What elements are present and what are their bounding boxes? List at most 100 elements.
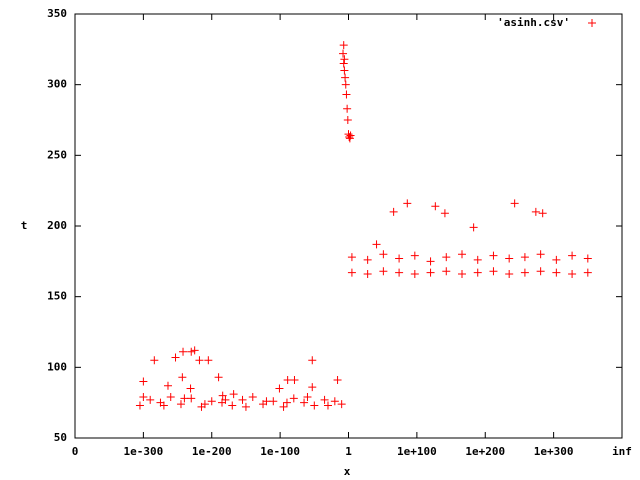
point	[241, 402, 250, 411]
point	[442, 253, 451, 262]
point	[583, 268, 592, 277]
point	[379, 267, 388, 276]
point	[341, 73, 350, 82]
y-tick-label: 150	[47, 290, 67, 303]
point	[221, 395, 230, 404]
x-tick-label: 1e+100	[397, 445, 437, 458]
point	[282, 398, 291, 407]
point	[290, 376, 299, 385]
point	[489, 267, 498, 276]
y-tick-label: 200	[47, 219, 67, 232]
point	[347, 253, 356, 262]
x-tick-label: inf	[612, 445, 632, 458]
point	[395, 268, 404, 277]
point	[187, 347, 196, 356]
point	[520, 268, 529, 277]
point	[139, 377, 148, 386]
point	[340, 55, 349, 64]
point	[146, 395, 155, 404]
point	[372, 240, 381, 249]
point	[552, 268, 561, 277]
point	[229, 390, 238, 399]
x-tick-label: 1e+300	[534, 445, 574, 458]
point	[510, 199, 519, 208]
point	[343, 116, 352, 124]
x-tick-label: 1	[345, 445, 352, 458]
y-tick-label: 300	[47, 78, 67, 91]
y-tick-label: 350	[47, 7, 67, 20]
point	[135, 401, 144, 410]
point	[218, 391, 227, 400]
point	[339, 49, 348, 58]
point	[341, 80, 350, 89]
point	[531, 207, 540, 216]
point	[431, 202, 440, 211]
point	[186, 384, 195, 393]
point	[289, 394, 298, 403]
point	[339, 41, 348, 50]
point	[458, 270, 467, 279]
point	[583, 254, 592, 263]
point	[176, 400, 185, 409]
point	[339, 59, 348, 68]
point	[403, 199, 412, 208]
point	[159, 401, 168, 410]
point	[568, 270, 577, 279]
x-tick-label: 1e-300	[124, 445, 164, 458]
point	[179, 347, 188, 356]
point	[214, 373, 223, 382]
point	[473, 255, 482, 264]
point	[178, 373, 187, 382]
point	[180, 394, 189, 403]
point	[171, 353, 180, 362]
point	[536, 250, 545, 259]
point	[363, 270, 372, 279]
point	[505, 254, 514, 263]
point	[345, 132, 354, 141]
point	[389, 207, 398, 216]
point	[207, 397, 216, 406]
point	[568, 251, 577, 260]
point	[489, 251, 498, 260]
y-axis-label: t	[21, 219, 28, 232]
point	[139, 393, 148, 402]
point	[279, 402, 288, 411]
point	[538, 209, 547, 218]
point	[337, 400, 346, 409]
point	[426, 257, 435, 266]
point	[275, 384, 284, 393]
point	[283, 376, 292, 385]
point	[536, 267, 545, 276]
x-tick-label: 1e+200	[465, 445, 505, 458]
point	[520, 253, 529, 262]
x-tick-label: 0	[72, 445, 79, 458]
y-tick-label: 250	[47, 148, 67, 161]
point	[195, 356, 204, 365]
point	[320, 395, 329, 404]
point	[228, 401, 237, 410]
point	[340, 66, 349, 75]
point	[347, 268, 356, 277]
point	[166, 393, 175, 402]
point	[303, 393, 312, 402]
point	[473, 268, 482, 277]
point	[442, 267, 451, 276]
point	[150, 356, 159, 365]
point	[200, 400, 209, 409]
y-tick-label: 50	[54, 431, 67, 444]
point	[342, 90, 351, 99]
legend-label: 'asinh.csv'	[497, 16, 570, 29]
point	[469, 223, 478, 232]
point	[346, 131, 355, 140]
point	[426, 268, 435, 277]
point	[262, 397, 271, 406]
x-axis-label: x	[344, 465, 351, 478]
point	[552, 255, 561, 264]
point	[248, 393, 257, 402]
point	[410, 251, 419, 260]
point	[379, 250, 388, 259]
point	[440, 209, 449, 218]
point	[395, 254, 404, 263]
point	[190, 346, 199, 355]
point	[308, 383, 317, 392]
